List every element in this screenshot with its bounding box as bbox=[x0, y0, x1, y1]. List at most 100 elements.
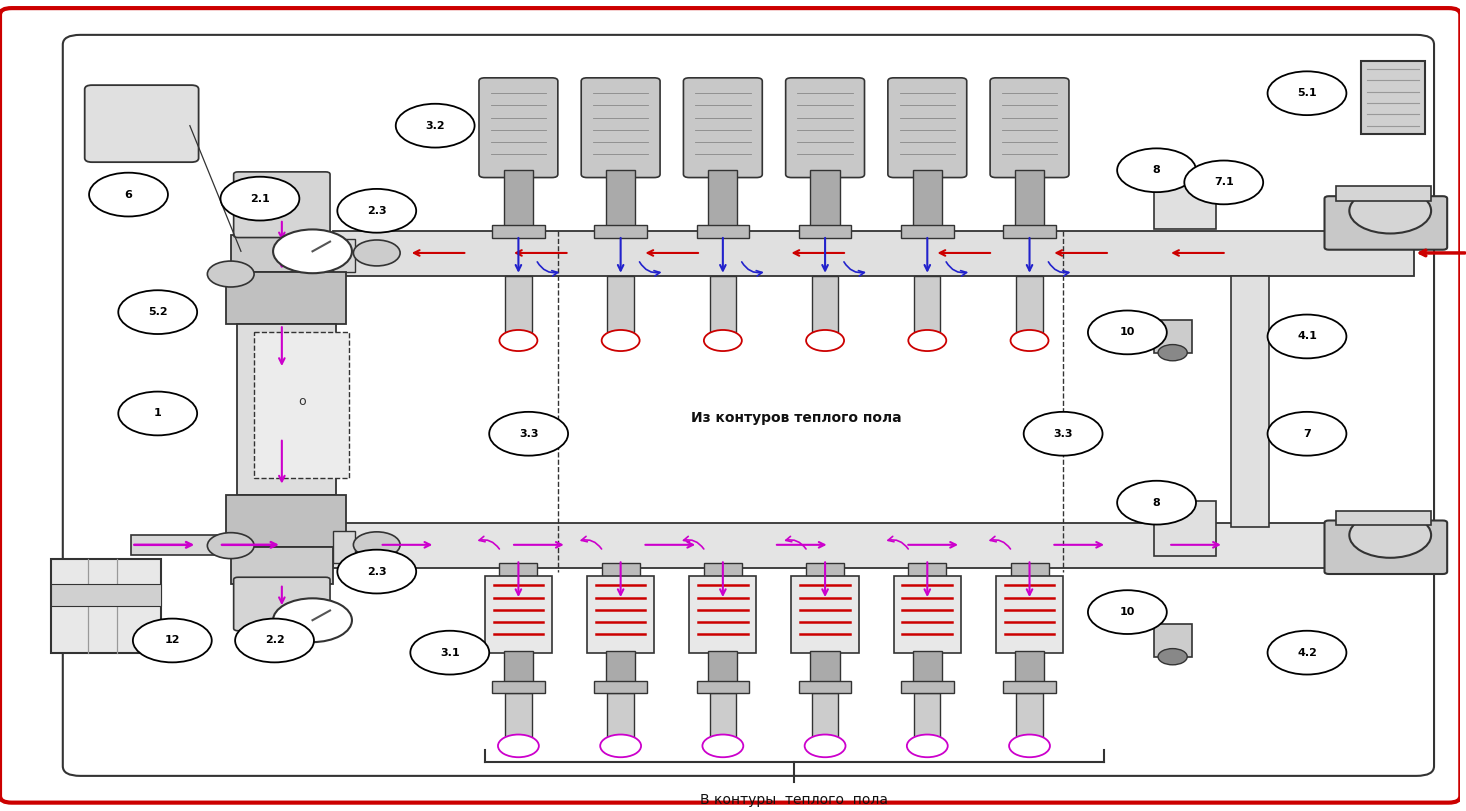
Bar bbox=[1016, 276, 1042, 333]
Circle shape bbox=[1268, 315, 1346, 358]
Bar bbox=[1003, 681, 1056, 693]
Bar bbox=[1336, 187, 1431, 201]
Bar bbox=[485, 576, 553, 653]
Circle shape bbox=[89, 173, 169, 217]
Bar bbox=[811, 651, 840, 684]
Bar bbox=[504, 651, 534, 684]
Bar bbox=[500, 564, 538, 578]
Bar bbox=[913, 651, 943, 684]
Circle shape bbox=[1088, 590, 1167, 634]
Bar bbox=[254, 333, 349, 478]
Circle shape bbox=[805, 735, 846, 757]
Text: 10: 10 bbox=[1120, 607, 1135, 617]
Text: В контуры  теплого  пола: В контуры теплого пола bbox=[701, 793, 888, 807]
Circle shape bbox=[410, 631, 490, 675]
Bar bbox=[811, 170, 840, 231]
Circle shape bbox=[119, 290, 196, 334]
Circle shape bbox=[1117, 148, 1196, 192]
Bar bbox=[51, 584, 161, 607]
Bar bbox=[594, 681, 647, 693]
Text: 3.3: 3.3 bbox=[519, 429, 538, 439]
Text: 2.1: 2.1 bbox=[251, 194, 270, 204]
Bar bbox=[230, 235, 333, 272]
Bar bbox=[1010, 564, 1048, 578]
FancyBboxPatch shape bbox=[888, 78, 966, 178]
Bar bbox=[909, 564, 946, 578]
Bar bbox=[1014, 170, 1044, 231]
Text: 7.1: 7.1 bbox=[1214, 178, 1233, 187]
Circle shape bbox=[1268, 412, 1346, 456]
Bar bbox=[333, 239, 355, 272]
Circle shape bbox=[601, 330, 639, 351]
Circle shape bbox=[1158, 345, 1187, 361]
Bar bbox=[132, 535, 236, 556]
Circle shape bbox=[119, 392, 196, 436]
Circle shape bbox=[353, 240, 400, 266]
Circle shape bbox=[909, 330, 946, 351]
FancyBboxPatch shape bbox=[683, 78, 762, 178]
Text: 5.1: 5.1 bbox=[1297, 88, 1316, 98]
Circle shape bbox=[490, 412, 567, 456]
Bar bbox=[586, 576, 654, 653]
Circle shape bbox=[1185, 161, 1264, 204]
Bar bbox=[504, 170, 534, 231]
Bar bbox=[799, 681, 852, 693]
Bar bbox=[236, 324, 336, 495]
Text: 2.2: 2.2 bbox=[265, 636, 284, 646]
Bar bbox=[1154, 320, 1192, 353]
Circle shape bbox=[353, 532, 400, 558]
Text: Из контуров теплого пола: Из контуров теплого пола bbox=[690, 410, 902, 424]
Bar bbox=[1003, 225, 1056, 238]
Circle shape bbox=[1268, 631, 1346, 675]
FancyBboxPatch shape bbox=[990, 78, 1069, 178]
Bar bbox=[493, 681, 545, 693]
Bar bbox=[806, 564, 844, 578]
Circle shape bbox=[396, 104, 475, 148]
Circle shape bbox=[1010, 330, 1048, 351]
Bar bbox=[605, 651, 635, 684]
Bar bbox=[704, 564, 742, 578]
FancyBboxPatch shape bbox=[233, 172, 330, 238]
FancyBboxPatch shape bbox=[0, 8, 1460, 803]
Bar bbox=[1016, 693, 1042, 742]
Bar bbox=[812, 276, 839, 333]
Bar bbox=[1014, 651, 1044, 684]
Circle shape bbox=[1158, 649, 1187, 665]
Bar bbox=[708, 170, 737, 231]
Bar bbox=[594, 225, 647, 238]
Text: 8: 8 bbox=[1152, 165, 1161, 175]
Text: 3.2: 3.2 bbox=[425, 121, 446, 131]
FancyBboxPatch shape bbox=[479, 78, 559, 178]
Text: 4.2: 4.2 bbox=[1297, 648, 1316, 658]
Circle shape bbox=[1023, 412, 1102, 456]
Bar bbox=[333, 523, 1413, 568]
Circle shape bbox=[207, 261, 254, 287]
Bar bbox=[51, 560, 161, 653]
Text: 7: 7 bbox=[1303, 429, 1311, 439]
Text: 12: 12 bbox=[164, 636, 180, 646]
Bar bbox=[696, 225, 749, 238]
Text: 2.3: 2.3 bbox=[366, 567, 387, 577]
Bar bbox=[1336, 511, 1431, 526]
Bar bbox=[689, 576, 756, 653]
FancyBboxPatch shape bbox=[85, 85, 198, 162]
Circle shape bbox=[806, 330, 844, 351]
Bar bbox=[995, 576, 1063, 653]
Text: 3.1: 3.1 bbox=[440, 648, 459, 658]
Circle shape bbox=[207, 533, 254, 559]
Bar bbox=[230, 547, 333, 584]
Bar bbox=[607, 693, 633, 742]
Circle shape bbox=[337, 189, 416, 233]
Text: 2.3: 2.3 bbox=[366, 206, 387, 216]
Bar bbox=[226, 495, 346, 547]
Bar bbox=[605, 170, 635, 231]
Bar bbox=[506, 693, 532, 742]
Text: 10: 10 bbox=[1120, 328, 1135, 337]
Bar bbox=[710, 276, 736, 333]
Circle shape bbox=[498, 735, 539, 757]
Circle shape bbox=[907, 735, 947, 757]
Bar bbox=[915, 693, 941, 742]
Bar bbox=[915, 276, 941, 333]
Bar bbox=[894, 576, 960, 653]
Circle shape bbox=[235, 619, 314, 663]
